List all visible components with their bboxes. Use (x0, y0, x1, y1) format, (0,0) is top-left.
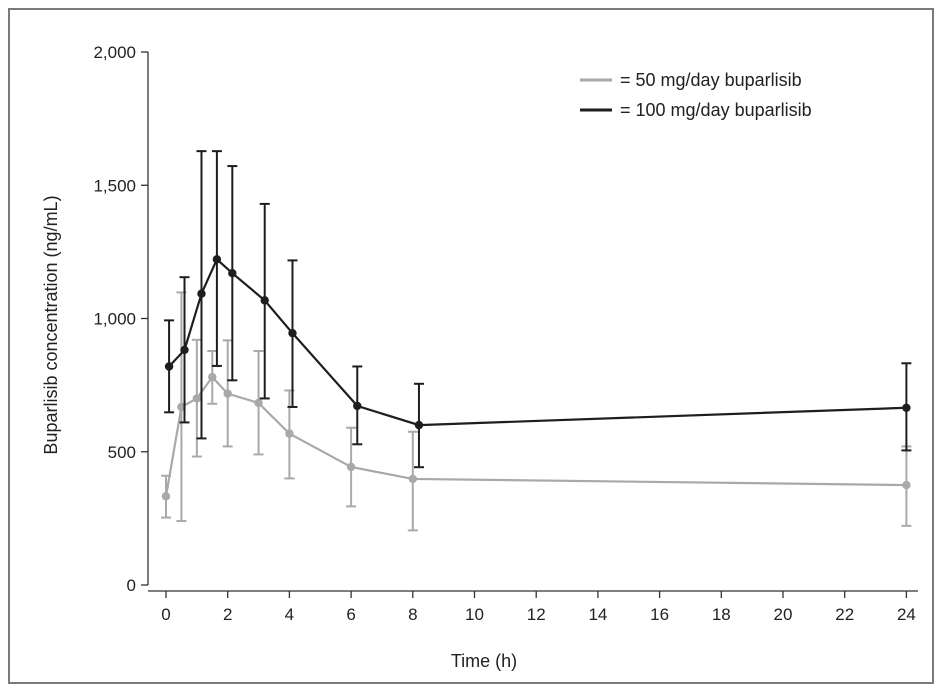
y-tick-label: 0 (127, 576, 136, 595)
legend-label-50mg: = 50 mg/day buparlisib (620, 70, 802, 90)
x-tick-label: 8 (408, 605, 417, 624)
data-point (346, 462, 356, 472)
legend: = 50 mg/day buparlisib = 100 mg/day bupa… (580, 70, 812, 120)
x-tick-label: 22 (835, 605, 854, 624)
y-tick-label: 2,000 (93, 43, 136, 62)
y-tick-label: 1,500 (93, 176, 136, 195)
data-point (228, 268, 237, 278)
y-tick-label: 1,000 (93, 310, 136, 329)
series-line (164, 375, 907, 497)
data-point (285, 429, 294, 438)
data-point (161, 492, 171, 501)
series-1 (164, 150, 912, 469)
legend-label-100mg: = 100 mg/day buparlisib (620, 100, 812, 120)
x-axis-title: Time (h) (451, 651, 517, 671)
data-point (164, 362, 174, 371)
data-point (192, 394, 202, 403)
y-ticks: 0 500 1,000 1,500 2,000 (93, 43, 148, 595)
x-tick-label: 4 (285, 605, 294, 624)
data-point (208, 372, 217, 382)
x-tick-label: 12 (527, 605, 546, 624)
series-line (168, 257, 907, 427)
data-point (353, 401, 362, 411)
data-point (288, 328, 297, 338)
x-tick-label: 0 (161, 605, 170, 624)
x-tick-label: 6 (346, 605, 355, 624)
data-point (902, 480, 911, 490)
x-tick-label: 10 (465, 605, 484, 624)
x-tick-label: 2 (223, 605, 232, 624)
data-point (197, 289, 206, 298)
x-tick-label: 16 (650, 605, 669, 624)
x-ticks: 0 2 4 6 8 10 12 14 16 18 20 22 24 (161, 591, 916, 624)
data-point (254, 398, 263, 408)
data-point (902, 403, 911, 412)
y-axis-title: Buparlisib concentration (ng/mL) (41, 195, 61, 454)
data-point (212, 255, 222, 264)
data-point (408, 474, 417, 484)
chart-frame (8, 8, 934, 684)
x-tick-label: 18 (712, 605, 731, 624)
data-point (414, 420, 424, 430)
data-point (180, 345, 189, 355)
x-tick-label: 24 (897, 605, 916, 624)
data-point (223, 389, 232, 398)
series-layer (161, 150, 912, 532)
x-tick-label: 14 (588, 605, 607, 624)
series-0 (161, 291, 912, 532)
data-point (260, 296, 269, 305)
y-tick-label: 500 (108, 443, 136, 462)
x-tick-label: 20 (774, 605, 793, 624)
